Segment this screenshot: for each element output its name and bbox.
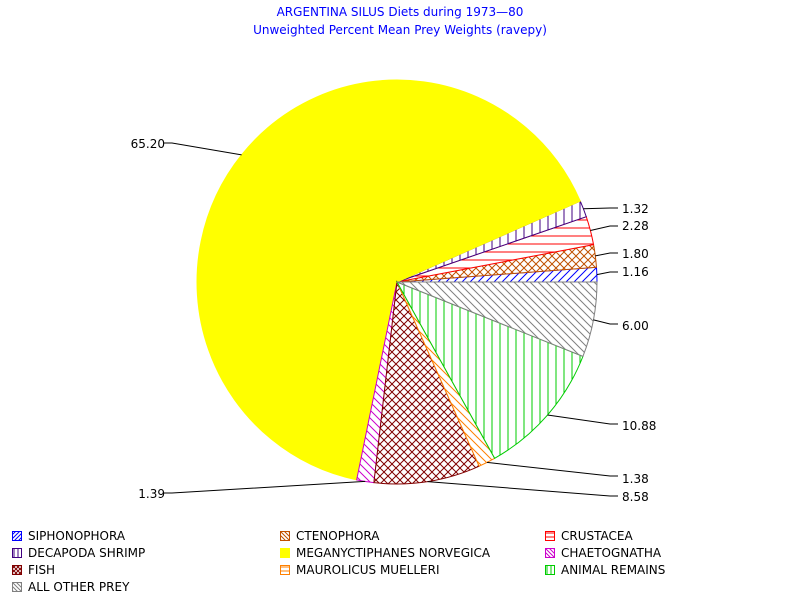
chart-title: ARGENTINA SILUS Diets during 1973—80 [276,5,524,19]
slice-value-label: 1.32 [622,202,649,216]
legend-item: ANIMAL REMAINS [545,562,665,578]
slice-value-label: 2.28 [622,219,649,233]
legend-label: ALL OTHER PREY [28,580,130,594]
chart-subtitle: Unweighted Percent Mean Prey Weights (ra… [253,23,547,37]
legend-item: ALL OTHER PREY [12,579,129,595]
pie-slice-all-other-prey [396,281,598,358]
legend-item: DECAPODA SHRIMP [12,545,145,561]
pie-value-labels: 1.16 1.80 2.28 1.32 65.20 1.39 8.58 1.38 10.88 6.… [131,137,657,504]
slice-value-label: 6.00 [622,319,649,333]
legend-label: ANIMAL REMAINS [561,563,666,577]
chart-legend: SIPHONOPHORA CTENOPHORA CRUSTACEA DECAPODA … [0,528,800,600]
legend-swatch-icon [12,582,22,592]
legend-label: CTENOPHORA [296,529,380,543]
slice-value-label: 1.80 [622,247,649,261]
legend-swatch-icon [545,565,555,575]
slice-value-label: 1.39 [138,487,165,501]
slice-value-label: 65.20 [131,137,165,151]
pie-slices [196,79,598,485]
legend-swatch-icon [545,548,555,558]
legend-label: MAUROLICUS MUELLERI [296,563,440,577]
legend-label: DECAPODA SHRIMP [28,546,146,560]
legend-swatch-icon [280,531,290,541]
legend-label: CHAETOGNATHA [561,546,662,560]
legend-item: MEGANYCTIPHANES NORVEGICA [280,545,490,561]
legend-label: CRUSTACEA [561,529,633,543]
slice-value-label: 10.88 [622,419,656,433]
legend-item: MAUROLICUS MUELLERI [280,562,440,578]
legend-item: FISH [12,562,55,578]
leader-line [164,480,366,494]
legend-item: SIPHONOPHORA [12,528,125,544]
leader-line [595,252,618,257]
legend-label: MEGANYCTIPHANES NORVEGICA [296,546,491,560]
leader-line [164,142,242,156]
legend-swatch-icon [280,548,290,558]
leader-line [486,461,618,477]
leader-line [593,319,618,325]
legend-label: SIPHONOPHORA [28,529,126,543]
leader-line [590,225,618,231]
legend-swatch-icon [12,565,22,575]
leader-line [547,414,618,425]
leader-line [583,207,618,210]
pie-chart: 1.16 1.80 2.28 1.32 65.20 1.39 8.58 1.38 10.88 6.… [131,79,657,504]
pie-leader-lines [164,142,618,497]
legend-swatch-icon [280,565,290,575]
slice-value-label: 8.58 [622,490,649,504]
legend-swatch-icon [12,548,22,558]
legend-swatch-icon [12,531,22,541]
leader-line [596,271,618,276]
slice-value-label: 1.38 [622,472,649,486]
slice-value-label: 1.16 [622,265,649,279]
legend-label: FISH [28,563,56,577]
legend-item: CRUSTACEA [545,528,633,544]
leader-line [427,481,618,497]
legend-item: CTENOPHORA [280,528,379,544]
legend-item: CHAETOGNATHA [545,545,661,561]
legend-swatch-icon [545,531,555,541]
